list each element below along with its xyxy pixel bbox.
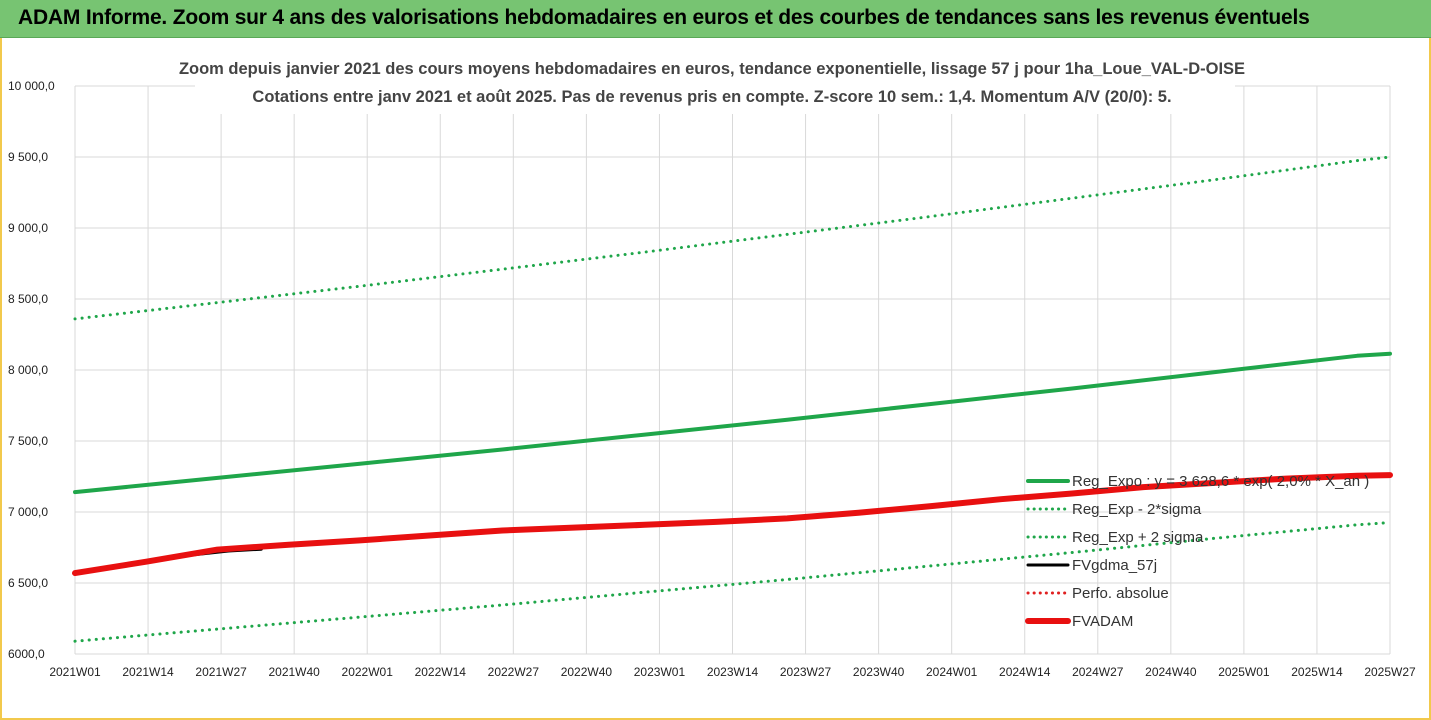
- series-line-2: [73, 155, 1392, 321]
- y-tick-label: 7 000,0: [8, 505, 48, 519]
- x-tick-label: 2025W01: [1218, 665, 1270, 679]
- x-tick-label: 2024W14: [999, 665, 1051, 679]
- legend-label-5: FVADAM: [1072, 613, 1133, 630]
- x-tick-label: 2023W40: [853, 665, 905, 679]
- x-tick-label: 2024W01: [926, 665, 978, 679]
- x-tick-label: 2022W14: [415, 665, 467, 679]
- chart-title-line-2: Cotations entre janv 2021 et août 2025. …: [252, 88, 1171, 106]
- x-tick-label: 2023W01: [634, 665, 686, 679]
- series-line-1: [73, 521, 1392, 643]
- x-tick-label: 2023W14: [707, 665, 759, 679]
- y-tick-label: 10 000,0: [8, 79, 55, 93]
- y-tick-label: 8 000,0: [8, 363, 48, 377]
- x-tick-label: 2022W01: [342, 665, 394, 679]
- x-tick-label: 2022W40: [561, 665, 613, 679]
- legend-label-0: Reg_Expo : y = 3 628,6 * exp( 2,0% * X_a…: [1072, 473, 1369, 490]
- title-box: [195, 48, 1235, 114]
- legend-label-2: Reg_Exp + 2 sigma: [1072, 529, 1204, 546]
- chart: 6000,0 6 500,0 7 000,0 7 500,0 8 000,0 8 500,…: [8, 48, 1416, 679]
- chart-title-line-1: Zoom depuis janvier 2021 des cours moyen…: [179, 60, 1245, 78]
- series-line-0: [73, 351, 1392, 495]
- x-tick-label: 2022W27: [488, 665, 540, 679]
- series-line-5: [72, 472, 1393, 577]
- series-layer: [72, 155, 1393, 643]
- x-tick-label: 2021W01: [49, 665, 101, 679]
- x-tick-label: 2021W14: [122, 665, 174, 679]
- y-tick-label: 6000,0: [8, 647, 45, 661]
- report-title: ADAM Informe. Zoom sur 4 ans des valoris…: [18, 6, 1310, 29]
- legend-label-1: Reg_Exp - 2*sigma: [1072, 501, 1202, 518]
- y-tick-label: 9 500,0: [8, 150, 48, 164]
- x-tick-label: 2021W40: [268, 665, 320, 679]
- legend: Reg_Expo : y = 3 628,6 * exp( 2,0% * X_a…: [1025, 473, 1369, 630]
- y-tick-label: 6 500,0: [8, 576, 48, 590]
- x-tick-label: 2023W27: [780, 665, 832, 679]
- x-tick-label: 2021W27: [195, 665, 247, 679]
- legend-label-3: FVgdma_57j: [1072, 557, 1157, 574]
- y-tick-label: 9 000,0: [8, 221, 48, 235]
- report-banner: ADAM Informe. Zoom sur 4 ans des valoris…: [0, 0, 1431, 38]
- x-tick-label: 2025W27: [1364, 665, 1416, 679]
- chart-frame: [0, 38, 1431, 720]
- x-tick-label: 2025W14: [1291, 665, 1343, 679]
- x-tick-label: 2024W40: [1145, 665, 1197, 679]
- y-tick-label: 8 500,0: [8, 292, 48, 306]
- grid: [74, 85, 1391, 655]
- axes: 6000,0 6 500,0 7 000,0 7 500,0 8 000,0 8 500,…: [8, 79, 1416, 679]
- legend-label-4: Perfo. absolue: [1072, 585, 1169, 602]
- y-tick-label: 7 500,0: [8, 434, 48, 448]
- x-tick-label: 2024W27: [1072, 665, 1124, 679]
